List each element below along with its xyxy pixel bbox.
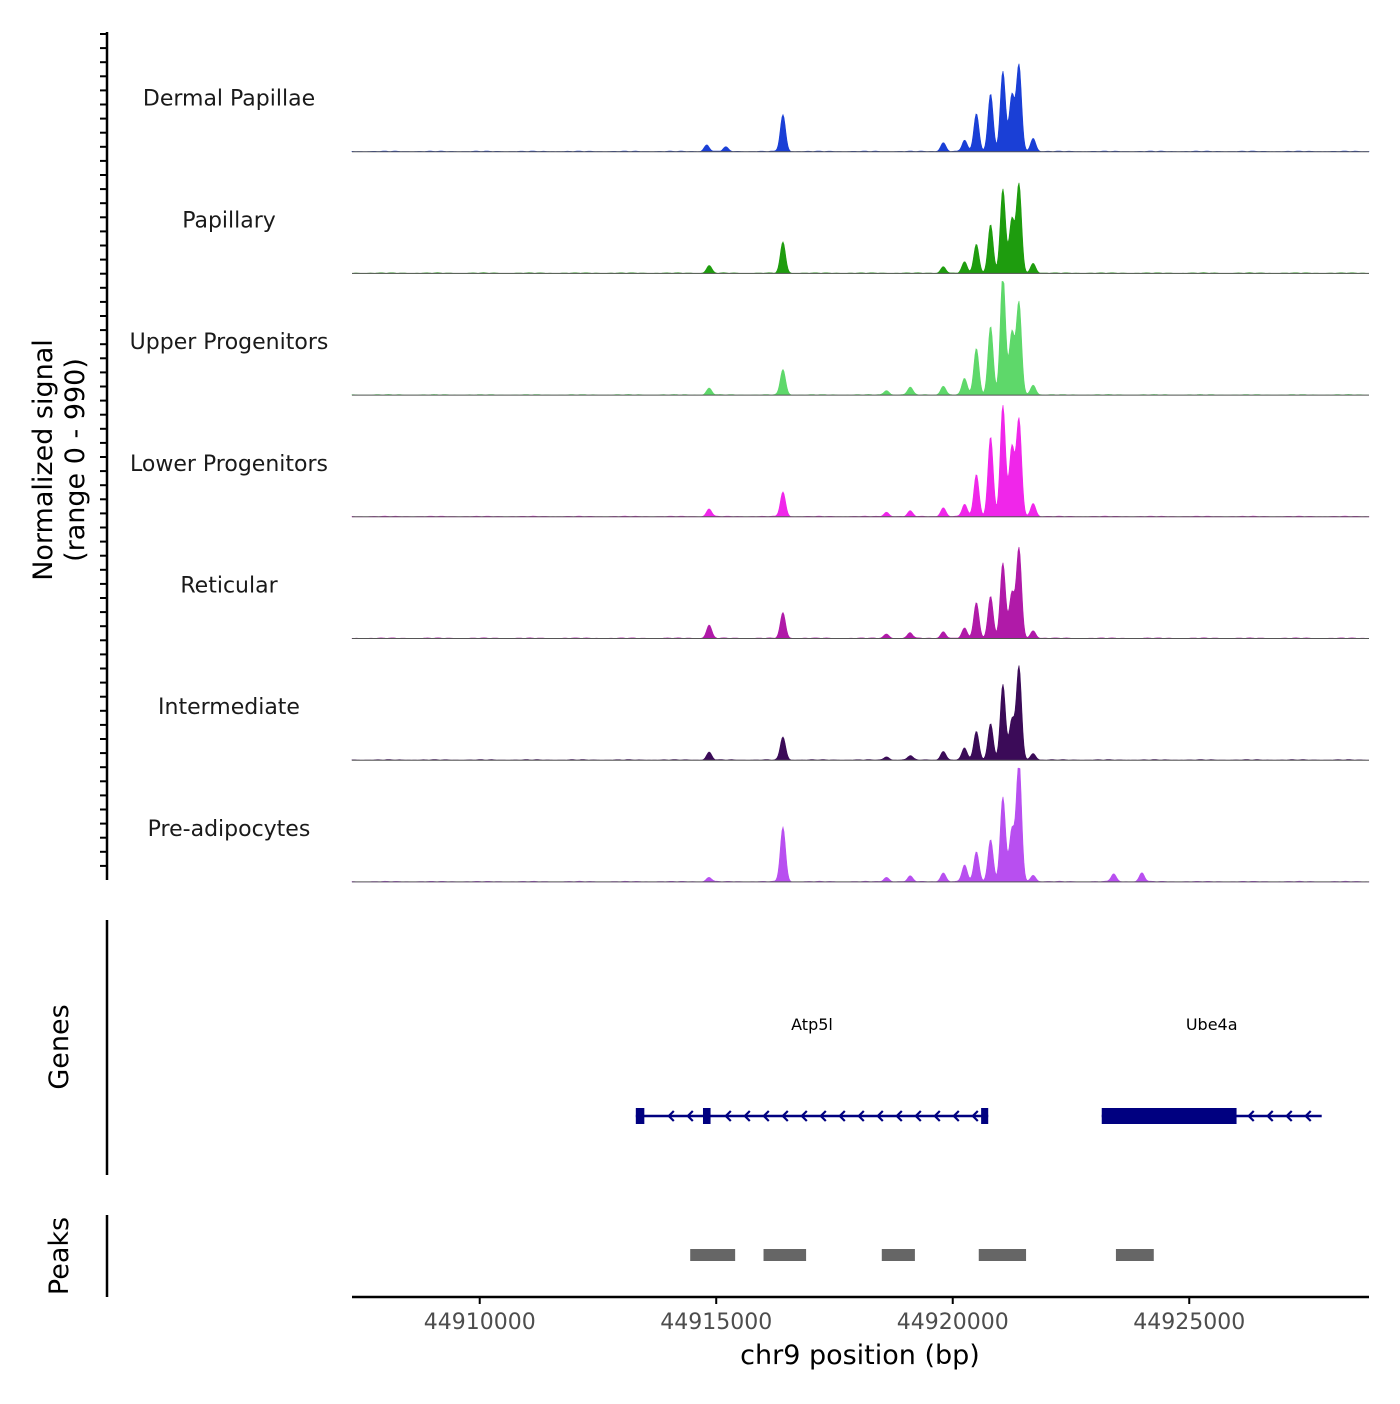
peak-region xyxy=(978,1249,1027,1261)
y-axis-subtitle: (range 0 - 990) xyxy=(60,358,91,562)
x-tick-label: 44920000 xyxy=(897,1310,1009,1335)
gene-exon xyxy=(1101,1108,1237,1124)
strand-arrow xyxy=(1285,1110,1293,1122)
signal-area xyxy=(351,546,1369,639)
track-label: Intermediate xyxy=(158,695,300,720)
track-label: Reticular xyxy=(180,574,278,599)
track-intermediate: Intermediate xyxy=(158,665,1369,761)
strand-arrow xyxy=(762,1110,770,1122)
track-pre-adipocytes: Pre-adipocytes xyxy=(148,767,1370,883)
signal-area xyxy=(351,767,1370,883)
strand-arrow xyxy=(895,1110,903,1122)
track-label: Upper Progenitors xyxy=(130,330,329,355)
strand-arrow xyxy=(781,1110,789,1122)
strand-arrow xyxy=(971,1110,979,1122)
signal-area xyxy=(351,63,1370,153)
signal-y-ticks xyxy=(100,33,107,867)
signal-area xyxy=(351,182,1369,274)
gene-exon xyxy=(702,1108,711,1124)
track-upper-progenitors: Upper Progenitors xyxy=(130,281,1370,396)
strand-arrow xyxy=(667,1110,675,1122)
x-axis-title: chr9 position (bp) xyxy=(740,1340,980,1371)
strand-arrow xyxy=(743,1110,751,1122)
strand-arrow xyxy=(838,1110,846,1122)
coverage-tracks: Dermal Papillae Papillary Upper Progenitor… xyxy=(130,63,1370,883)
gene-exon xyxy=(981,1108,989,1124)
track-label: Lower Progenitors xyxy=(130,452,328,477)
x-tick-label: 44910000 xyxy=(424,1310,536,1335)
genes-title: Genes xyxy=(44,1004,75,1089)
gene-track: Atp5l Ube4a xyxy=(635,1015,1322,1124)
track-dermal-papillae: Dermal Papillae xyxy=(143,63,1370,153)
strand-arrow xyxy=(952,1110,960,1122)
strand-arrow xyxy=(876,1110,884,1122)
peak-region xyxy=(881,1249,915,1261)
strand-arrow xyxy=(933,1110,941,1122)
gene-label: Ube4a xyxy=(1186,1015,1238,1034)
track-lower-progenitors: Lower Progenitors xyxy=(130,404,1370,518)
gene-ube4a: Ube4a xyxy=(1101,1015,1322,1124)
track-label: Pre-adipocytes xyxy=(148,817,311,842)
peak-region xyxy=(763,1249,807,1261)
strand-arrow xyxy=(1266,1110,1274,1122)
signal-area xyxy=(351,281,1370,396)
x-tick-label: 44915000 xyxy=(660,1310,772,1335)
track-papillary: Papillary xyxy=(182,182,1369,274)
track-label: Papillary xyxy=(182,208,276,233)
y-axis-title: Normalized signal xyxy=(28,339,59,581)
peak-track xyxy=(690,1249,1154,1261)
strand-arrow xyxy=(1304,1110,1312,1122)
track-label: Dermal Papillae xyxy=(143,87,315,112)
signal-area xyxy=(351,404,1370,518)
x-axis-ticks: 44910000 44915000 44920000 44925000 xyxy=(424,1297,1245,1335)
peak-region xyxy=(1115,1249,1154,1261)
gene-exon xyxy=(635,1108,645,1124)
strand-arrow xyxy=(724,1110,732,1122)
strand-arrow xyxy=(819,1110,827,1122)
track-reticular: Reticular xyxy=(180,546,1369,639)
strand-arrow xyxy=(800,1110,808,1122)
gene-label: Atp5l xyxy=(791,1015,833,1034)
x-tick-label: 44925000 xyxy=(1133,1310,1245,1335)
strand-arrow xyxy=(857,1110,865,1122)
peak-region xyxy=(690,1249,736,1261)
signal-area xyxy=(351,665,1369,761)
peaks-title: Peaks xyxy=(44,1217,75,1295)
strand-arrow xyxy=(914,1110,922,1122)
gene-atp5l: Atp5l xyxy=(635,1015,989,1124)
strand-arrow xyxy=(1247,1110,1255,1122)
strand-arrow xyxy=(686,1110,694,1122)
